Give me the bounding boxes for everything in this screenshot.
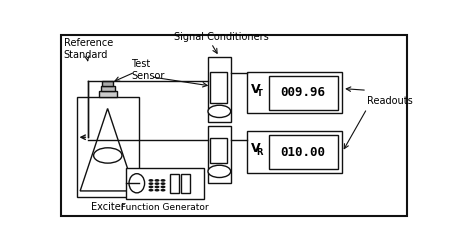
- Circle shape: [160, 189, 165, 191]
- Text: R: R: [256, 148, 263, 157]
- Bar: [102, 81, 113, 86]
- Bar: [211, 138, 228, 163]
- Bar: [77, 97, 138, 197]
- Text: Readouts: Readouts: [367, 96, 413, 106]
- Circle shape: [149, 179, 154, 182]
- Text: Signal Conditioners: Signal Conditioners: [174, 32, 269, 42]
- Bar: [269, 75, 338, 110]
- Bar: [181, 174, 190, 193]
- Text: V: V: [251, 83, 261, 96]
- Circle shape: [94, 148, 122, 163]
- Bar: [126, 168, 204, 199]
- Text: Test
Sensor: Test Sensor: [132, 59, 165, 81]
- Polygon shape: [80, 109, 135, 191]
- Text: 010.00: 010.00: [281, 146, 325, 159]
- Circle shape: [160, 182, 165, 185]
- Circle shape: [149, 189, 154, 191]
- Ellipse shape: [129, 174, 144, 193]
- Circle shape: [208, 105, 231, 118]
- Bar: [207, 126, 231, 183]
- Circle shape: [154, 182, 159, 185]
- Circle shape: [160, 186, 165, 188]
- Text: T: T: [256, 89, 262, 98]
- Bar: [99, 91, 117, 97]
- Bar: [247, 131, 342, 173]
- Bar: [211, 72, 228, 103]
- Bar: [101, 86, 115, 91]
- Bar: [247, 72, 342, 113]
- Circle shape: [154, 189, 159, 191]
- Bar: [269, 135, 338, 170]
- Circle shape: [208, 165, 231, 178]
- Text: Function Generator: Function Generator: [122, 203, 209, 212]
- Text: V: V: [251, 142, 261, 155]
- Text: Exciter: Exciter: [91, 202, 125, 212]
- Circle shape: [149, 182, 154, 185]
- Circle shape: [160, 179, 165, 182]
- Circle shape: [154, 179, 159, 182]
- Bar: [170, 174, 179, 193]
- Bar: [207, 57, 231, 122]
- Text: 009.96: 009.96: [281, 86, 325, 99]
- Circle shape: [149, 186, 154, 188]
- Circle shape: [154, 186, 159, 188]
- Text: Reference
Standard: Reference Standard: [64, 38, 113, 60]
